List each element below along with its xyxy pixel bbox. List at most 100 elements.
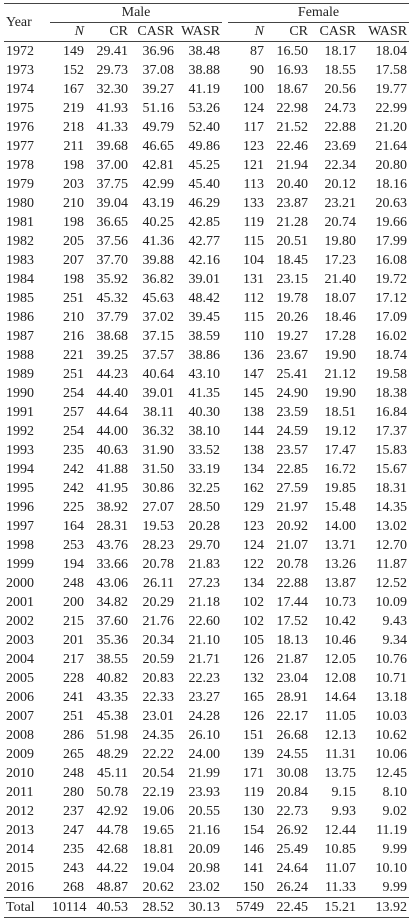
value-cell: 48.29 — [96, 747, 129, 762]
value-cell: 19.65 — [142, 823, 175, 838]
table-row: Total 10114 40.53 28.52 30.13 5749 22.45 15.21 1… — [4, 897, 410, 918]
column-header: WASR — [176, 22, 223, 42]
value-cell: 102 — [243, 595, 265, 610]
value-cell: 21.10 — [188, 633, 221, 648]
value-cell: 134 — [243, 462, 265, 477]
value-cell: 154 — [243, 823, 265, 838]
year-cell: 1986 — [6, 310, 34, 325]
value-cell: 20.26 — [276, 310, 309, 325]
value-cell: 18.13 — [276, 633, 309, 648]
value-cell: 20.40 — [276, 177, 309, 192]
value-cell: 22.45 — [266, 897, 311, 918]
value-cell: 18.74 — [375, 348, 408, 363]
value-cell: 138 — [243, 405, 265, 420]
value-cell: 49.79 — [142, 120, 175, 135]
value-cell: 25.49 — [276, 842, 309, 857]
value-cell: 268 — [63, 880, 84, 895]
value-cell: 41.95 — [96, 481, 129, 496]
value-cell: 28.23 — [142, 538, 175, 553]
value-cell: 9.15 — [331, 785, 357, 800]
value-cell: 20.28 — [188, 519, 221, 534]
value-cell: 23.27 — [188, 690, 221, 705]
value-cell: 21.99 — [188, 766, 221, 781]
table-row: 1974 167 32.30 39.27 41.19 100 18.67 20.56 19.77 — [4, 80, 409, 99]
value-cell: 29.41 — [96, 44, 129, 59]
value-cell: 29.70 — [188, 538, 221, 553]
value-cell: 32.30 — [96, 82, 129, 97]
value-cell: 13.87 — [324, 576, 357, 591]
value-cell: 23.01 — [142, 709, 175, 724]
value-cell: 251 — [63, 291, 84, 306]
value-cell: 26.24 — [276, 880, 309, 895]
value-cell: 147 — [243, 367, 265, 382]
value-cell: 194 — [63, 557, 84, 572]
table-row: 1996 225 38.92 27.07 28.50 129 21.97 15.48 14.35 — [4, 498, 409, 517]
value-cell: 18.07 — [324, 291, 357, 306]
value-cell: 139 — [243, 747, 265, 762]
gap — [222, 3, 229, 23]
value-cell: 132 — [243, 671, 265, 686]
value-cell: 18.51 — [324, 405, 357, 420]
value-cell: 52.40 — [188, 120, 221, 135]
value-cell: 17.28 — [324, 329, 357, 344]
value-cell: 18.04 — [375, 44, 408, 59]
value-cell: 122 — [243, 557, 265, 572]
value-cell: 205 — [63, 234, 84, 249]
value-cell: 43.10 — [188, 367, 221, 382]
value-cell: 151 — [243, 728, 265, 743]
value-cell: 20.51 — [276, 234, 309, 249]
value-cell: 257 — [63, 405, 84, 420]
table-row: 1981 198 36.65 40.25 42.85 119 21.28 20.74 19.66 — [4, 213, 409, 232]
value-cell: 51.16 — [142, 101, 175, 116]
table-row: 2003 201 35.36 20.34 21.10 105 18.13 10.46 9.34 — [4, 631, 409, 650]
year-cell: 1984 — [6, 272, 34, 287]
year-cell: 2016 — [6, 880, 34, 895]
value-cell: 247 — [63, 823, 84, 838]
value-cell: 20.78 — [142, 557, 175, 572]
value-cell: 30.13 — [176, 897, 223, 918]
value-cell: 22.85 — [276, 462, 309, 477]
value-cell: 198 — [63, 272, 84, 287]
value-cell: 130 — [243, 804, 265, 819]
year-cell: 1978 — [6, 158, 34, 173]
value-cell: 115 — [243, 310, 265, 325]
year-cell: 2013 — [6, 823, 34, 838]
value-cell: 9.02 — [382, 804, 408, 819]
value-cell: 40.30 — [188, 405, 221, 420]
value-cell: 11.19 — [376, 823, 408, 838]
value-cell: 8.10 — [382, 785, 408, 800]
value-cell: 5749 — [228, 897, 267, 918]
value-cell: 265 — [63, 747, 84, 762]
value-cell: 15.83 — [375, 443, 408, 458]
value-cell: 39.04 — [96, 196, 129, 211]
value-cell: 51.98 — [96, 728, 129, 743]
value-cell: 39.27 — [142, 82, 175, 97]
value-cell: 21.94 — [276, 158, 309, 173]
value-cell: 221 — [63, 348, 84, 363]
year-cell: 2012 — [6, 804, 34, 819]
value-cell: 19.53 — [142, 519, 175, 534]
value-cell: 23.02 — [188, 880, 221, 895]
value-cell: 40.25 — [142, 215, 175, 230]
value-cell: 24.59 — [276, 424, 309, 439]
value-cell: 16.72 — [324, 462, 357, 477]
table-row: 1979 203 37.75 42.99 45.40 113 20.40 20.12 18.16 — [4, 175, 409, 194]
value-cell: 23.04 — [276, 671, 309, 686]
value-cell: 36.65 — [96, 215, 129, 230]
value-cell: 15.21 — [310, 897, 359, 918]
value-cell: 18.16 — [375, 177, 408, 192]
table-row: 2002 215 37.60 21.76 22.60 102 17.52 10.42 9.43 — [4, 612, 409, 631]
value-cell: 17.09 — [375, 310, 408, 325]
value-cell: 20.09 — [188, 842, 221, 857]
table-row: 2015 243 44.22 19.04 20.98 141 24.64 11.07 10.10 — [4, 859, 409, 878]
value-cell: 201 — [63, 633, 84, 648]
value-cell: 13.26 — [324, 557, 357, 572]
value-cell: 198 — [63, 215, 84, 230]
value-cell: 43.76 — [96, 538, 129, 553]
table-row: 1998 253 43.76 28.23 29.70 124 21.07 13.71 12.70 — [4, 536, 409, 555]
year-cell: 2015 — [6, 861, 34, 876]
table-row: 1999 194 33.66 20.78 21.83 122 20.78 13.26 11.87 — [4, 555, 409, 574]
value-cell: 21.97 — [276, 500, 309, 515]
table-row: 2012 237 42.92 19.06 20.55 130 22.73 9.93 9.02 — [4, 802, 409, 821]
table-row: 1978 198 37.00 42.81 45.25 121 21.94 22.34 20.80 — [4, 156, 409, 175]
